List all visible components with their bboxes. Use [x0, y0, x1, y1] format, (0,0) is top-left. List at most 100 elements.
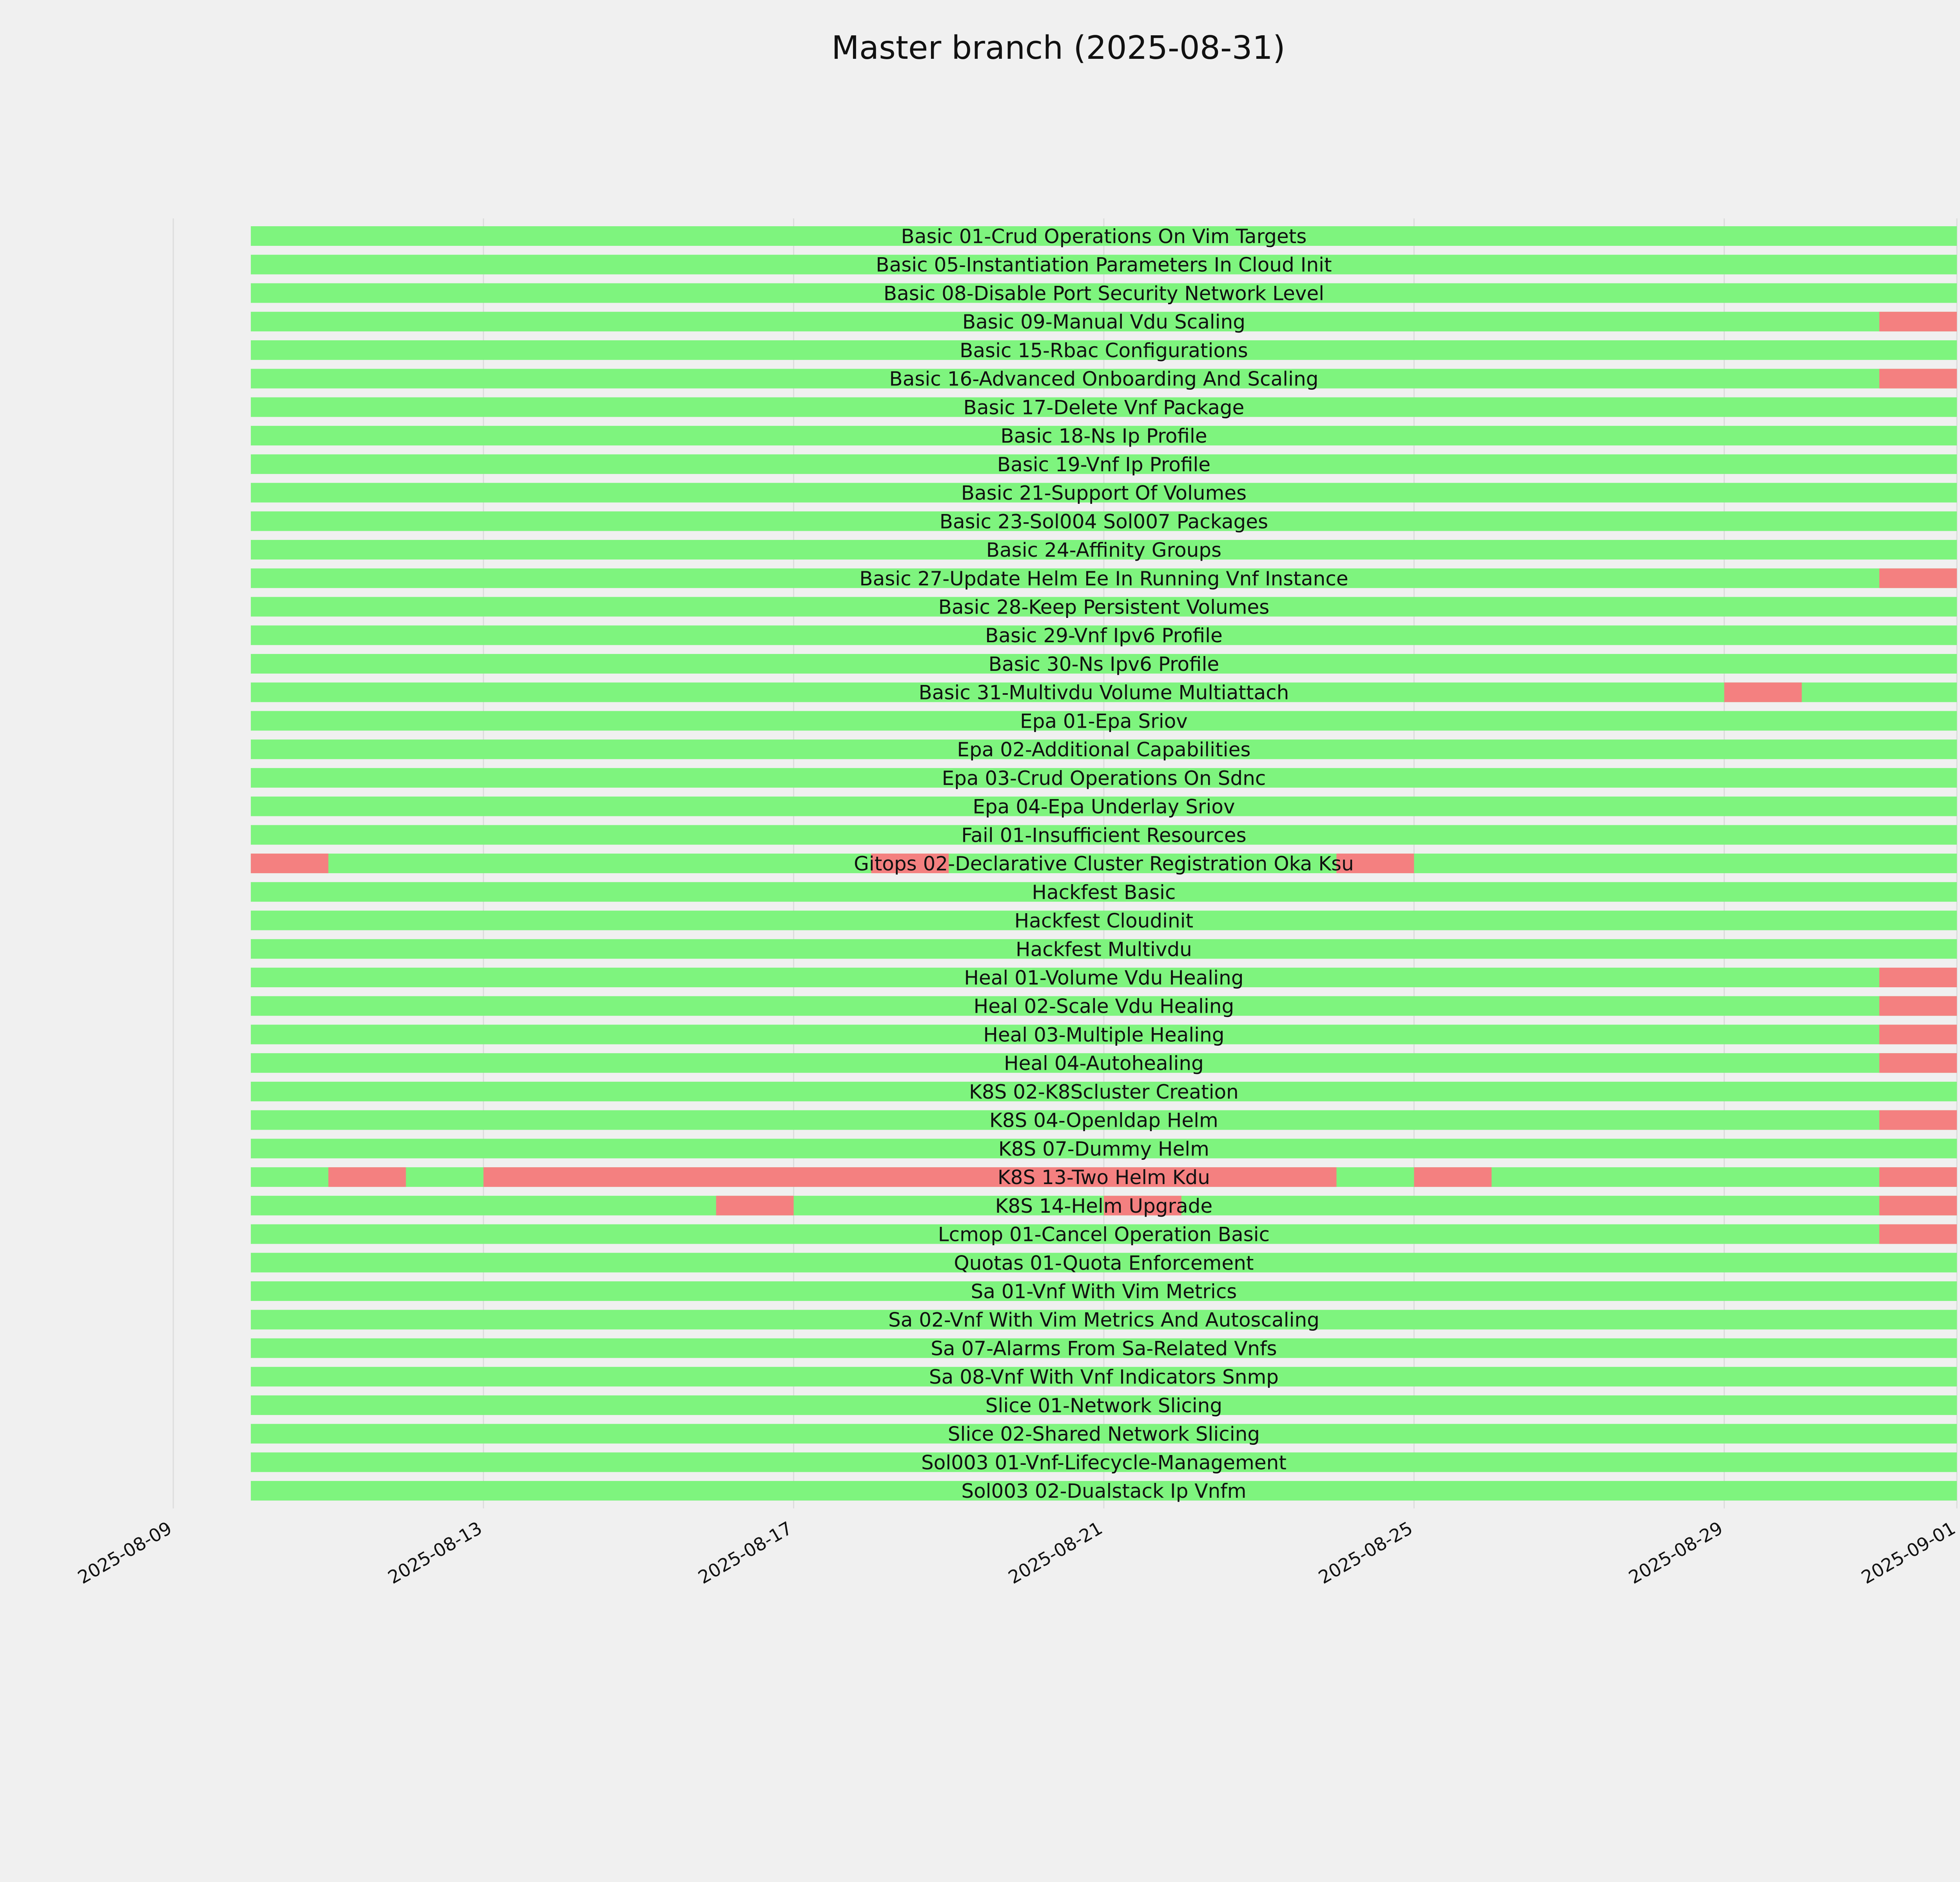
- bar-label-43: Sol003 01-Vnf-Lifecycle-Management: [921, 1451, 1287, 1474]
- pass-bar-1: [250, 254, 1957, 274]
- bar-label-11: Basic 24-Affinity Groups: [986, 539, 1221, 561]
- fail-segment-27-0: [1879, 996, 1957, 1016]
- pass-bar-12: [250, 568, 1957, 588]
- bar-label-32: K8S 07-Dummy Helm: [998, 1137, 1209, 1160]
- fail-segment-28-0: [1879, 1025, 1957, 1045]
- pass-bar-40: [250, 1367, 1957, 1387]
- bar-label-17: Epa 01-Epa Sriov: [1020, 710, 1188, 732]
- bar-label-42: Slice 02-Shared Network Slicing: [948, 1423, 1260, 1446]
- pass-bar-19: [250, 768, 1957, 788]
- bar-label-2: Basic 08-Disable Port Security Network L…: [884, 282, 1324, 305]
- pass-bar-39: [250, 1338, 1957, 1358]
- x-tick-label-3: 2025-08-21: [1005, 1517, 1106, 1588]
- fail-segment-33-1: [483, 1167, 1337, 1187]
- x-tick-label-0: 2025-08-09: [74, 1517, 176, 1588]
- bar-label-30: K8S 02-K8Scluster Creation: [969, 1081, 1239, 1103]
- bar-label-1: Basic 05-Instantiation Parameters In Clo…: [876, 254, 1332, 276]
- bar-label-20: Epa 04-Epa Underlay Sriov: [973, 796, 1235, 818]
- bar-label-15: Basic 30-Ns Ipv6 Profile: [989, 653, 1220, 676]
- bar-labels-group: Basic 01-Crud Operations On Vim Targets B…: [854, 225, 1354, 1502]
- bar-label-22: Gitops 02-Declarative Cluster Registrati…: [854, 852, 1354, 875]
- x-tick-label-2: 2025-08-17: [695, 1517, 796, 1588]
- pass-bar-22: [250, 854, 1957, 874]
- pass-bar-10: [250, 511, 1957, 531]
- fail-segment-35-0: [1879, 1224, 1957, 1244]
- pass-bar-31: [250, 1110, 1957, 1130]
- pass-bar-23: [250, 882, 1957, 902]
- pass-bar-30: [250, 1081, 1957, 1101]
- pass-bar-0: [250, 226, 1957, 246]
- bar-label-44: Sol003 02-Dualstack Ip Vnfm: [961, 1480, 1246, 1502]
- fail-segment-29-0: [1879, 1053, 1957, 1073]
- bar-label-26: Heal 01-Volume Vdu Healing: [964, 966, 1243, 989]
- bar-label-33: K8S 13-Two Helm Kdu: [998, 1166, 1210, 1189]
- bar-label-34: K8S 14-Helm Upgrade: [995, 1195, 1213, 1217]
- pass-bar-16: [250, 682, 1957, 702]
- pass-bar-25: [250, 939, 1957, 959]
- bar-label-13: Basic 28-Keep Persistent Volumes: [938, 596, 1270, 618]
- pass-bar-2: [250, 283, 1957, 303]
- pass-bar-38: [250, 1310, 1957, 1330]
- pass-bar-24: [250, 910, 1957, 930]
- bar-label-3: Basic 09-Manual Vdu Scaling: [962, 311, 1245, 333]
- bar-label-36: Quotas 01-Quota Enforcement: [954, 1252, 1254, 1274]
- bar-label-21: Fail 01-Insufficient Resources: [961, 824, 1246, 847]
- chart-title: Master branch (2025-08-31): [831, 29, 1285, 67]
- pass-bar-4: [250, 340, 1957, 360]
- pass-bar-17: [250, 711, 1957, 731]
- bar-label-0: Basic 01-Crud Operations On Vim Targets: [901, 225, 1307, 248]
- x-tick-label-1: 2025-08-13: [384, 1517, 486, 1588]
- bar-label-5: Basic 16-Advanced Onboarding And Scaling: [889, 368, 1318, 391]
- pass-bar-29: [250, 1053, 1957, 1073]
- bar-label-7: Basic 18-Ns Ip Profile: [1000, 425, 1207, 447]
- bar-label-9: Basic 21-Support Of Volumes: [961, 482, 1247, 505]
- pass-bar-37: [250, 1281, 1957, 1301]
- fail-segment-16-0: [1724, 682, 1802, 702]
- pass-bar-6: [250, 397, 1957, 417]
- fail-segment-22-2: [1336, 854, 1414, 874]
- fail-segment-34-2: [1879, 1195, 1957, 1215]
- bar-label-23: Hackfest Basic: [1032, 881, 1176, 904]
- pass-bar-35: [250, 1224, 1957, 1244]
- pass-bar-11: [250, 540, 1957, 560]
- bar-label-29: Heal 04-Autohealing: [1004, 1052, 1204, 1075]
- pass-bar-44: [250, 1481, 1957, 1501]
- bar-label-28: Heal 03-Multiple Healing: [983, 1023, 1224, 1046]
- fail-segment-34-1: [1103, 1195, 1181, 1215]
- pass-bar-8: [250, 454, 1957, 474]
- bar-label-31: K8S 04-Openldap Helm: [989, 1109, 1218, 1132]
- bar-label-8: Basic 19-Vnf Ip Profile: [997, 453, 1210, 476]
- fail-segment-12-0: [1879, 568, 1957, 588]
- pass-bar-13: [250, 597, 1957, 617]
- bar-label-6: Basic 17-Delete Vnf Package: [964, 396, 1245, 419]
- bar-label-40: Sa 08-Vnf With Vnf Indicators Snmp: [929, 1366, 1279, 1388]
- bar-label-35: Lcmop 01-Cancel Operation Basic: [938, 1223, 1270, 1246]
- x-tick-label-6: 2025-09-01: [1858, 1517, 1959, 1588]
- bar-label-4: Basic 15-Rbac Configurations: [960, 339, 1248, 362]
- pass-bar-20: [250, 796, 1957, 816]
- pass-bar-15: [250, 654, 1957, 674]
- pass-bar-41: [250, 1395, 1957, 1415]
- pass-bar-7: [250, 426, 1957, 446]
- bar-label-14: Basic 29-Vnf Ipv6 Profile: [985, 624, 1223, 647]
- x-axis: 2025-08-09 2025-08-13 2025-08-17 2025-08-21…: [74, 1517, 1959, 1588]
- pass-bar-3: [250, 312, 1957, 332]
- bars-group: [250, 226, 1957, 1501]
- fail-segment-34-0: [716, 1195, 794, 1215]
- bar-label-38: Sa 02-Vnf With Vim Metrics And Autoscali…: [888, 1309, 1319, 1332]
- pass-bar-26: [250, 967, 1957, 987]
- bar-label-12: Basic 27-Update Helm Ee In Running Vnf I…: [859, 567, 1348, 590]
- pass-bar-36: [250, 1253, 1957, 1273]
- fail-segment-22-0: [250, 854, 328, 874]
- fail-segment-33-0: [328, 1167, 406, 1187]
- pass-bar-43: [250, 1452, 1957, 1472]
- bar-label-39: Sa 07-Alarms From Sa-Related Vnfs: [931, 1337, 1277, 1360]
- bar-label-19: Epa 03-Crud Operations On Sdnc: [942, 767, 1266, 790]
- pass-bar-32: [250, 1139, 1957, 1159]
- fail-segment-3-0: [1879, 312, 1957, 332]
- fail-segment-22-1: [871, 854, 949, 874]
- fail-segment-33-3: [1879, 1167, 1957, 1187]
- bar-label-41: Slice 01-Network Slicing: [985, 1394, 1222, 1417]
- bar-label-18: Epa 02-Additional Capabilities: [957, 738, 1250, 761]
